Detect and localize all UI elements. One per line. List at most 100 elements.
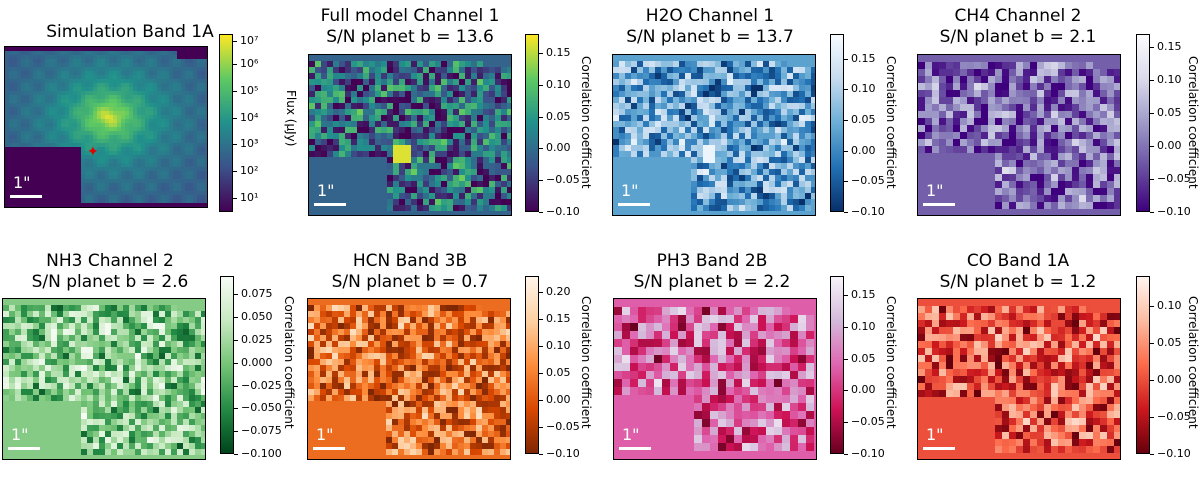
heatmap-cell <box>161 179 165 183</box>
heatmap-cell <box>763 109 769 115</box>
heatmap-cell <box>137 103 141 107</box>
heatmap-cell <box>49 107 53 111</box>
heatmap-cell <box>101 151 105 155</box>
heatmap-cell <box>61 119 65 123</box>
heatmap-cell <box>667 127 673 133</box>
heatmap-cell <box>1086 153 1093 160</box>
heatmap-cell <box>189 59 193 63</box>
heatmap-cell <box>763 169 769 175</box>
heatmap-cell <box>1009 160 1016 167</box>
heatmap-cell <box>1016 195 1023 202</box>
heatmap-cell <box>703 157 709 163</box>
heatmap-cell <box>161 199 165 203</box>
heatmap-cell <box>495 157 501 163</box>
heatmap-cell <box>161 155 165 159</box>
heatmap-cell <box>428 365 434 371</box>
heatmap-cell <box>410 359 416 365</box>
heatmap-cell <box>133 123 137 127</box>
heatmap-cell <box>117 99 121 103</box>
heatmap-cell <box>357 85 363 91</box>
heatmap-cell <box>165 79 169 83</box>
heatmap-cell <box>416 323 422 329</box>
heatmap-cell <box>97 135 101 139</box>
heatmap-cell <box>85 67 89 71</box>
heatmap-cell <box>157 163 161 167</box>
heatmap-cell <box>97 75 101 79</box>
heatmap-cell <box>101 75 105 79</box>
heatmap-cell <box>1093 69 1100 76</box>
heatmap-cell <box>643 91 649 97</box>
heatmap-cell <box>169 179 173 183</box>
heatmap-cell <box>201 431 205 437</box>
heatmap-cell <box>1072 62 1079 69</box>
heatmap-cell <box>189 389 195 395</box>
heatmap-cell <box>193 159 197 163</box>
heatmap-cell <box>386 323 392 329</box>
heatmap-cell <box>1065 97 1072 104</box>
heatmap-cell <box>679 97 685 103</box>
heatmap-cell <box>507 181 511 187</box>
heatmap-cell <box>925 132 932 139</box>
heatmap-cell <box>345 85 351 91</box>
heatmap-cell <box>57 341 63 347</box>
heatmap-cell <box>53 119 57 123</box>
heatmap-cell <box>787 151 793 157</box>
heatmap-cell <box>763 127 769 133</box>
heatmap-cell <box>153 199 157 203</box>
heatmap-cell <box>181 159 185 163</box>
heatmap-cell <box>763 103 769 109</box>
heatmap-cell <box>398 383 404 389</box>
heatmap-cell <box>57 107 61 111</box>
heatmap-cell <box>619 139 625 145</box>
heatmap-cell <box>495 199 501 205</box>
heatmap-cell <box>137 55 141 59</box>
heatmap-cell <box>149 119 153 123</box>
heatmap-cell <box>757 85 763 91</box>
heatmap-cell <box>673 91 679 97</box>
heatmap-cell <box>494 311 500 317</box>
heatmap-cell <box>1016 125 1023 132</box>
heatmap-cell <box>326 395 332 401</box>
heatmap-cell <box>77 107 81 111</box>
heatmap-cell <box>135 389 141 395</box>
heatmap-cell <box>123 425 129 431</box>
heatmap-cell <box>135 353 141 359</box>
heatmap-cell <box>45 51 49 55</box>
heatmap-cell <box>805 115 811 121</box>
heatmap-cell <box>763 145 769 151</box>
heatmap-cell <box>159 365 165 371</box>
heatmap-cell <box>153 195 157 199</box>
heatmap-cell <box>109 167 113 171</box>
heatmap-cell <box>99 383 105 389</box>
heatmap-cell <box>137 135 141 139</box>
heatmap-cell <box>173 167 177 171</box>
heatmap-cell <box>953 104 960 111</box>
heatmap-cell <box>495 79 501 85</box>
heatmap-cell <box>745 199 751 205</box>
heatmap-cell <box>1058 97 1065 104</box>
heatmap-cell <box>429 109 435 115</box>
heatmap-cell <box>393 187 399 193</box>
colorbar-tick-label: 0.050 <box>241 310 273 324</box>
heatmap-cell <box>507 73 511 79</box>
heatmap-cell <box>135 359 141 365</box>
heatmap-cell <box>9 75 13 79</box>
heatmap-cell <box>393 157 399 163</box>
heatmap-cell <box>757 175 763 181</box>
heatmap-cell <box>69 311 75 317</box>
heatmap-cell <box>381 151 387 157</box>
heatmap-cell <box>81 127 85 131</box>
heatmap-cell <box>356 353 362 359</box>
heatmap-cell <box>53 103 57 107</box>
heatmap-cell <box>953 132 960 139</box>
heatmap-cell <box>25 127 29 131</box>
heatmap-cell <box>125 139 129 143</box>
heatmap-cell <box>703 85 709 91</box>
heatmap-cell <box>25 95 29 99</box>
heatmap-cell <box>157 99 161 103</box>
heatmap-cell <box>205 163 207 167</box>
heatmap-cell <box>691 193 697 199</box>
heatmap-cell <box>1086 125 1093 132</box>
heatmap-cell <box>81 91 85 95</box>
heatmap-cell <box>429 163 435 169</box>
